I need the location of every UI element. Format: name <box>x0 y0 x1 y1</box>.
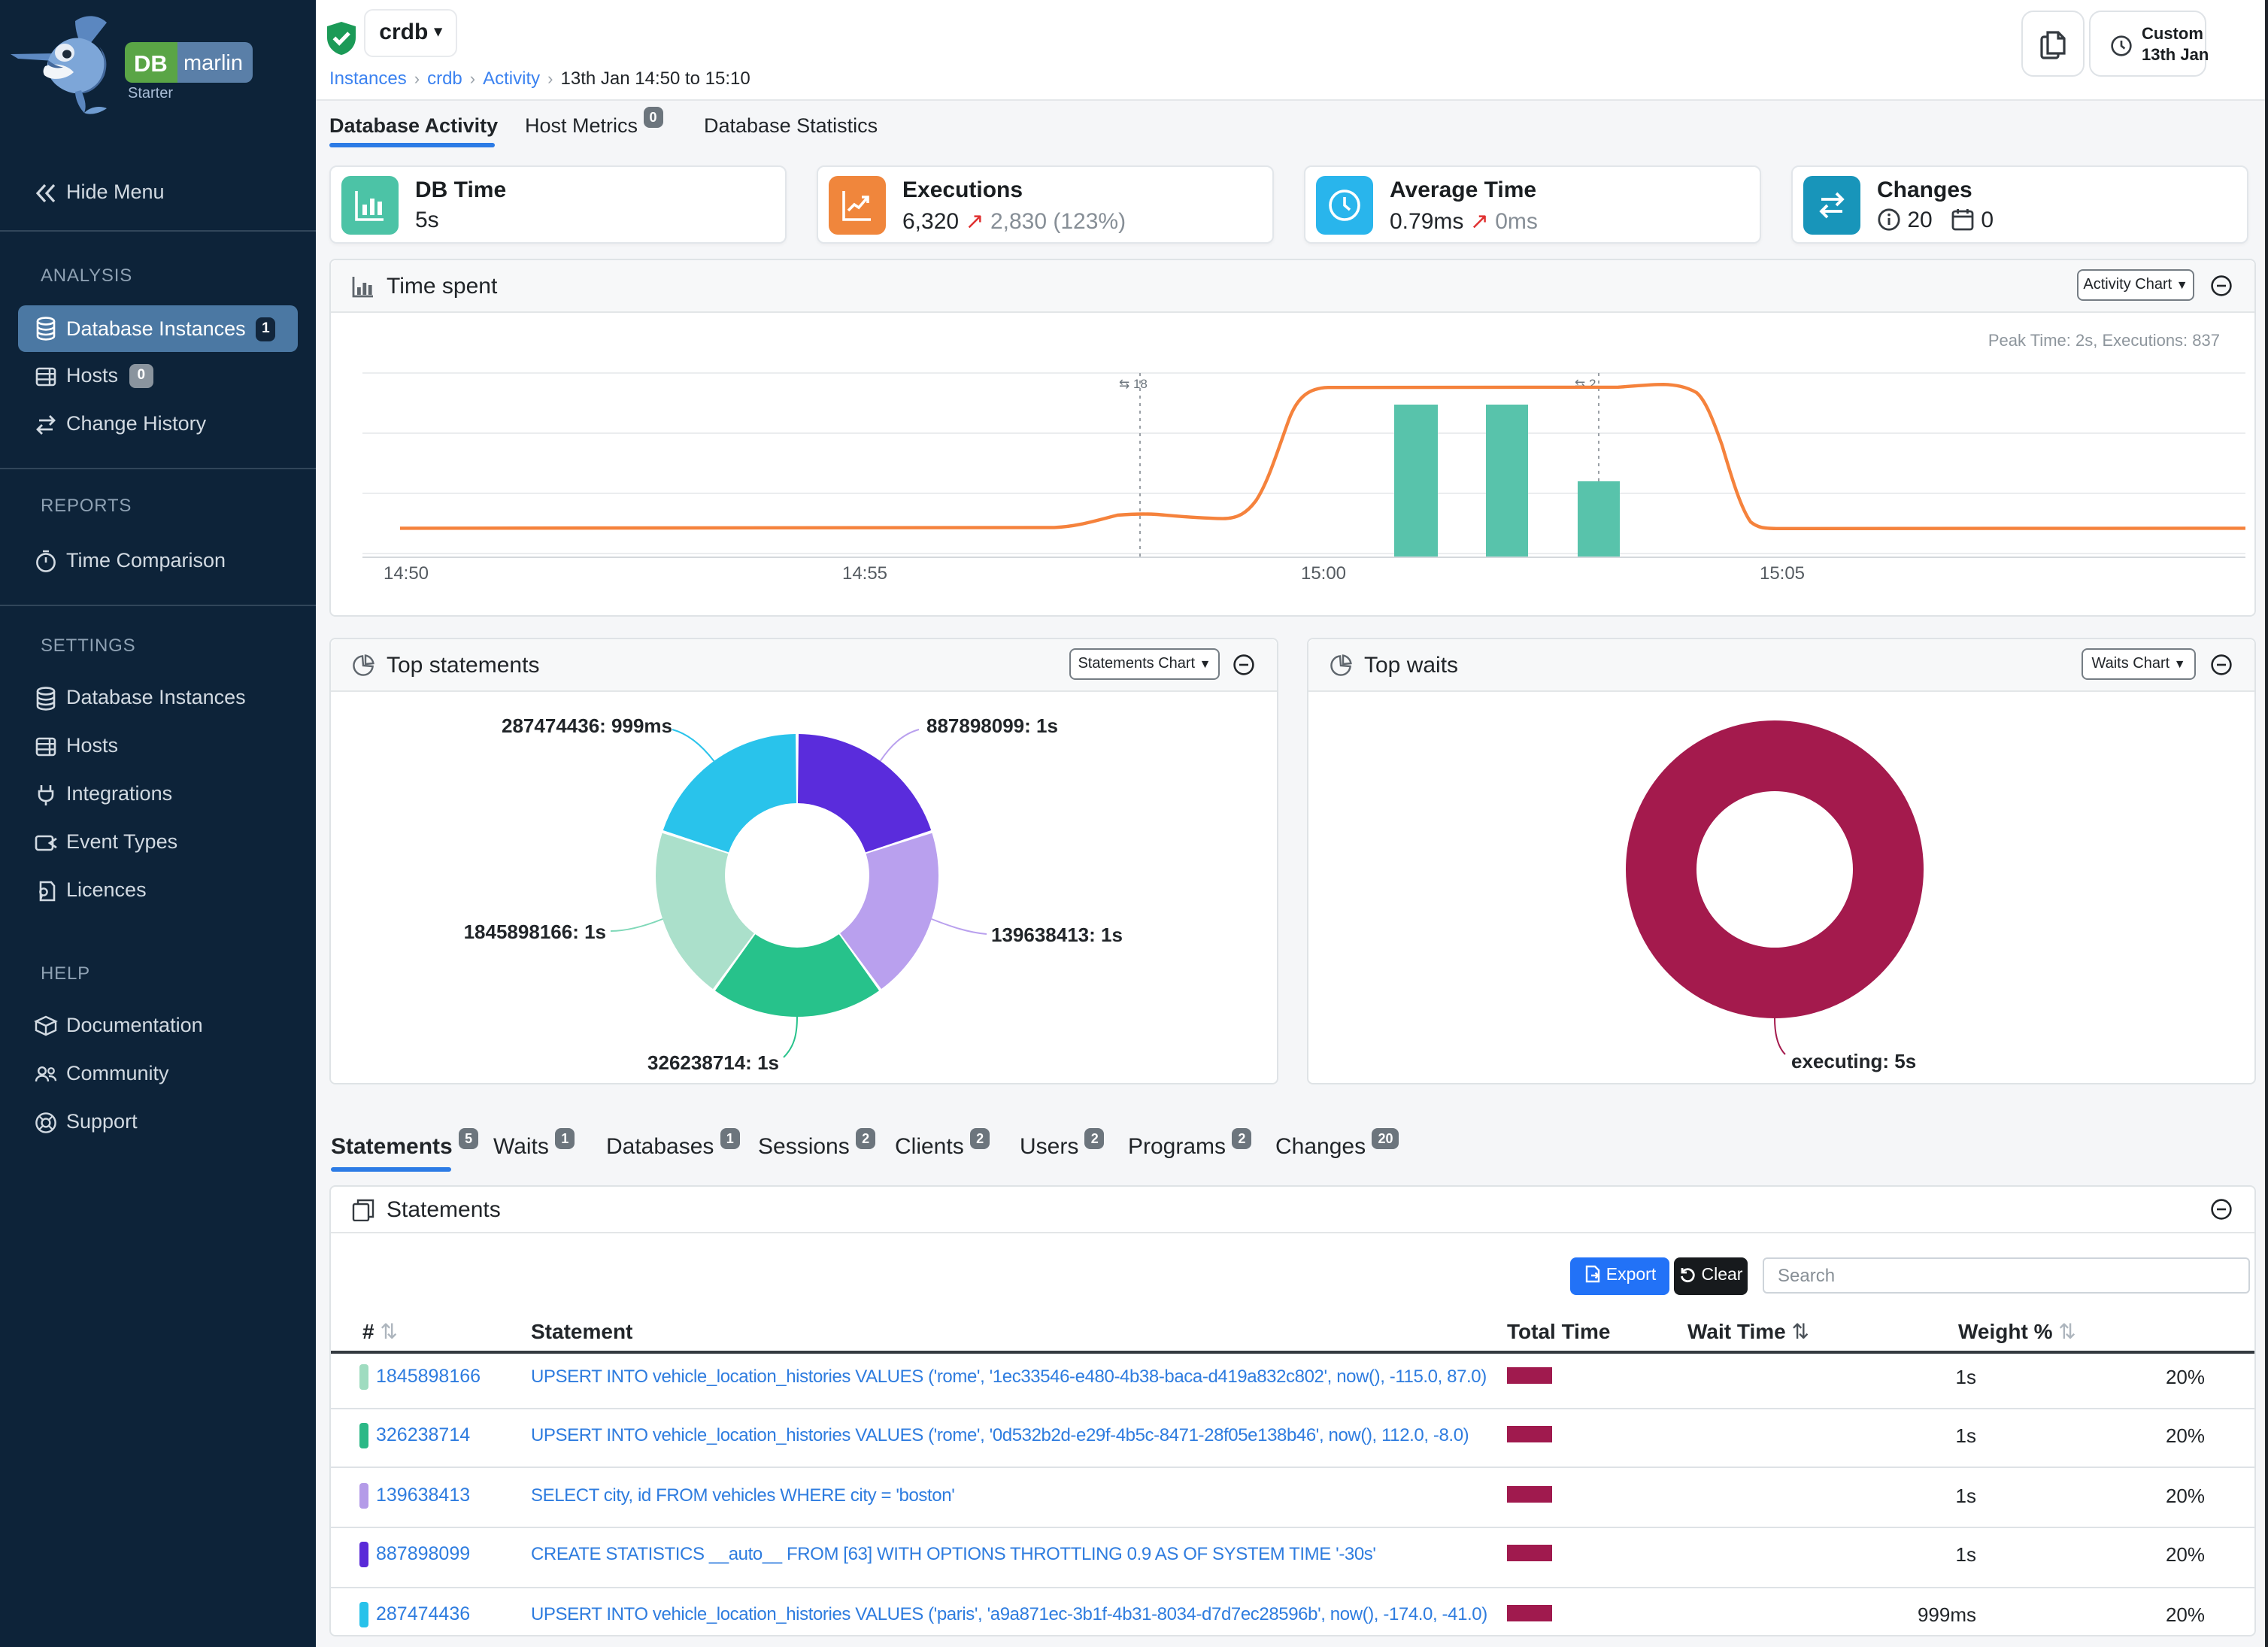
svg-text:⇆ 2: ⇆ 2 <box>1575 377 1596 391</box>
svg-text:139638413: 1s: 139638413: 1s <box>991 924 1123 946</box>
svg-text:15:00: 15:00 <box>1301 563 1346 584</box>
svg-text:326238714: 1s: 326238714: 1s <box>647 1051 779 1074</box>
svg-text:marlin: marlin <box>183 51 243 75</box>
svg-text:⇆ 18: ⇆ 18 <box>1119 377 1148 391</box>
svg-text:1845898166: 1s: 1845898166: 1s <box>464 921 606 943</box>
svg-text:887898099: 1s: 887898099: 1s <box>926 714 1058 737</box>
svg-text:Peak Time: 2s, Executions: 837: Peak Time: 2s, Executions: 837 <box>1988 331 2220 350</box>
svg-text:Starter: Starter <box>128 85 173 102</box>
svg-text:DB: DB <box>134 50 168 77</box>
svg-text:15:05: 15:05 <box>1760 563 1805 584</box>
svg-text:287474436: 999ms: 287474436: 999ms <box>502 714 672 737</box>
svg-text:executing: 5s: executing: 5s <box>1791 1050 1916 1072</box>
svg-text:14:55: 14:55 <box>842 563 887 584</box>
svg-text:14:50: 14:50 <box>384 563 429 584</box>
